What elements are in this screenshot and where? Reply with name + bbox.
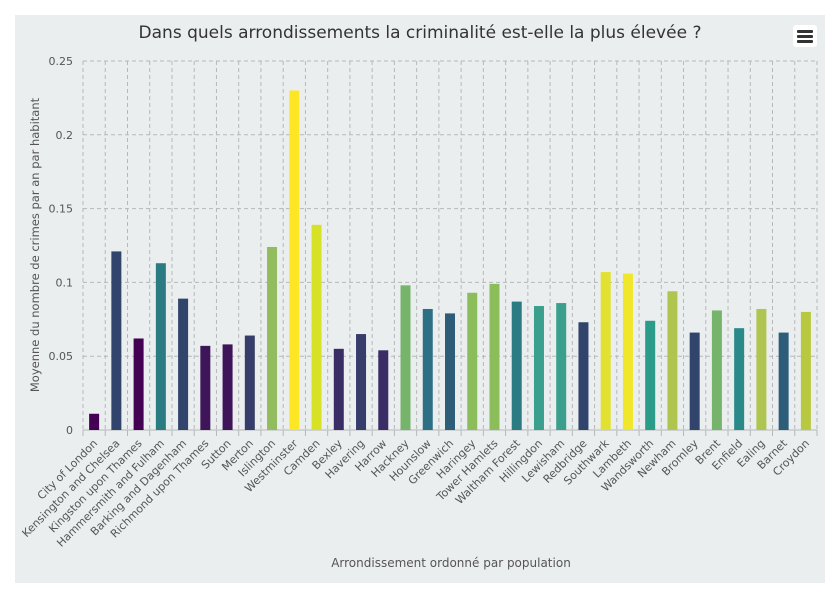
bar[interactable] <box>467 292 478 430</box>
bar[interactable] <box>178 298 189 430</box>
hamburger-menu-icon[interactable] <box>793 25 817 47</box>
bar[interactable] <box>244 335 255 430</box>
bar[interactable] <box>533 306 544 430</box>
bar[interactable] <box>200 345 211 430</box>
bar[interactable] <box>89 413 100 430</box>
y-tick-label: 0.15 <box>49 203 74 216</box>
y-tick-label: 0.2 <box>56 129 74 142</box>
bar[interactable] <box>311 224 322 430</box>
bar[interactable] <box>734 328 745 430</box>
bar[interactable] <box>489 283 500 430</box>
bar[interactable] <box>800 311 811 430</box>
bar[interactable] <box>378 350 389 430</box>
bar[interactable] <box>400 285 411 430</box>
x-axis-label: Arrondissement ordonné par population <box>331 556 571 570</box>
y-axis-label: Moyenne du nombre de crimes par an par h… <box>28 97 42 392</box>
bar[interactable] <box>445 313 455 430</box>
bar[interactable] <box>600 272 611 430</box>
bar[interactable] <box>645 320 656 430</box>
y-tick-label: 0.05 <box>49 350 74 363</box>
bar[interactable] <box>711 310 722 430</box>
bar[interactable] <box>756 308 767 430</box>
y-tick-label: 0.25 <box>49 55 74 68</box>
bar[interactable] <box>556 303 567 430</box>
bar[interactable] <box>289 90 300 431</box>
bar[interactable] <box>689 332 700 430</box>
bar[interactable] <box>155 263 166 430</box>
bar[interactable] <box>622 273 633 430</box>
y-tick-label: 0 <box>66 424 73 437</box>
bar[interactable] <box>578 322 589 430</box>
chart-title: Dans quels arrondissements la criminalit… <box>139 23 702 43</box>
bar[interactable] <box>356 334 367 430</box>
bar[interactable] <box>422 308 433 430</box>
bar[interactable] <box>111 251 122 430</box>
y-ticks: 0 0.05 0.1 0.15 0.2 0.25 <box>49 55 74 437</box>
bar[interactable] <box>133 338 144 430</box>
bar[interactable] <box>222 344 233 430</box>
bar[interactable] <box>267 246 278 430</box>
bars <box>89 90 811 431</box>
bar[interactable] <box>667 291 678 430</box>
bar[interactable] <box>511 301 522 430</box>
bar[interactable] <box>333 348 344 430</box>
bar[interactable] <box>778 332 789 430</box>
y-tick-label: 0.1 <box>56 276 74 289</box>
